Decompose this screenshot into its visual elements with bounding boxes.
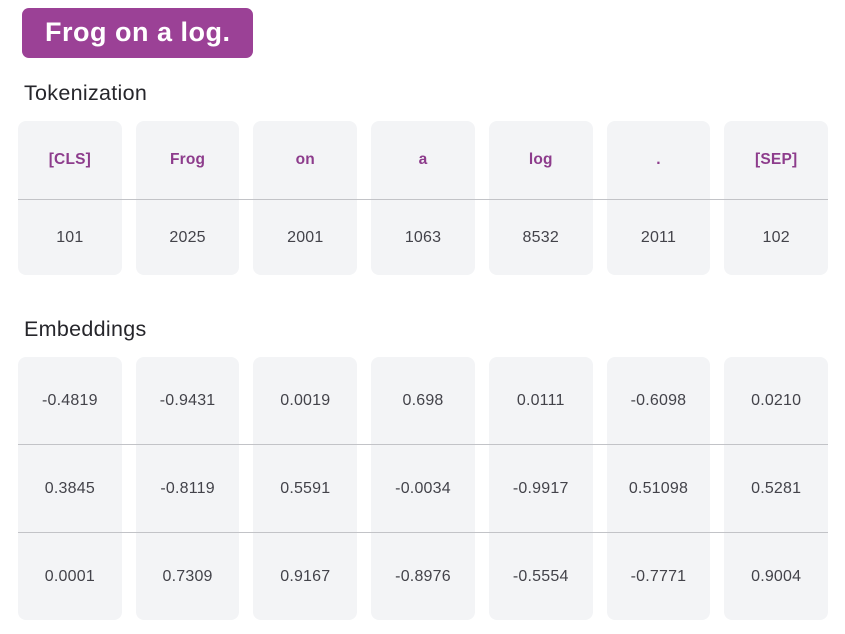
tokenization-heading: Tokenization	[24, 81, 148, 105]
embedding-value-cell: 0.5591	[253, 445, 358, 532]
embedding-row: 0.3845 -0.8119 0.5591 -0.0034 -0.9917 0.…	[18, 444, 829, 532]
tokenization-table: [CLS] Frog on a log . [SEP] 101 2025 200…	[18, 121, 829, 275]
embeddings-heading: Embeddings	[24, 317, 147, 341]
token-cell: Frog	[135, 121, 240, 199]
embedding-value-cell: 0.51098	[606, 445, 711, 532]
embedding-value-cell: -0.9917	[488, 445, 593, 532]
embedding-value-cell: 0.7309	[135, 533, 240, 620]
embeddings-table: -0.4819 -0.9431 0.0019 0.698 0.0111 -0.6…	[18, 357, 829, 620]
embedding-row: 0.0001 0.7309 0.9167 -0.8976 -0.5554 -0.…	[18, 532, 829, 620]
sentence-title-badge: Frog on a log.	[22, 8, 254, 58]
embedding-value-cell: 0.5281	[724, 445, 829, 532]
token-cell: [SEP]	[724, 121, 829, 199]
token-id-row: 101 2025 2001 1063 8532 2011 102	[18, 199, 829, 275]
embedding-value-cell: -0.8119	[135, 445, 240, 532]
embedding-row: -0.4819 -0.9431 0.0019 0.698 0.0111 -0.6…	[18, 357, 829, 444]
token-id-cell: 101	[18, 200, 122, 275]
token-id-cell: 8532	[488, 200, 593, 275]
token-id-cell: 2025	[135, 200, 240, 275]
embedding-value-cell: -0.8976	[371, 533, 475, 620]
token-id-cell: 2011	[606, 200, 711, 275]
embedding-value-cell: 0.0210	[724, 357, 829, 444]
embedding-value-cell: -0.9431	[135, 357, 240, 444]
embedding-value-cell: 0.0019	[253, 357, 358, 444]
token-cell: [CLS]	[18, 121, 122, 199]
token-id-cell: 102	[724, 200, 829, 275]
embedding-value-cell: 0.698	[371, 357, 475, 444]
embedding-value-cell: 0.9167	[253, 533, 358, 620]
embedding-value-cell: -0.0034	[371, 445, 475, 532]
token-id-cell: 1063	[371, 200, 475, 275]
embedding-value-cell: 0.3845	[18, 445, 122, 532]
embedding-value-cell: 0.9004	[724, 533, 829, 620]
token-id-cell: 2001	[253, 200, 358, 275]
embedding-value-cell: -0.7771	[606, 533, 711, 620]
token-cell: .	[606, 121, 711, 199]
token-cell: on	[253, 121, 358, 199]
token-cell: log	[488, 121, 593, 199]
embedding-value-cell: -0.4819	[18, 357, 122, 444]
embedding-value-cell: 0.0001	[18, 533, 122, 620]
token-cell: a	[371, 121, 475, 199]
embedding-value-cell: -0.5554	[488, 533, 593, 620]
token-row: [CLS] Frog on a log . [SEP]	[18, 121, 829, 199]
embedding-value-cell: -0.6098	[606, 357, 711, 444]
embedding-value-cell: 0.0111	[488, 357, 593, 444]
